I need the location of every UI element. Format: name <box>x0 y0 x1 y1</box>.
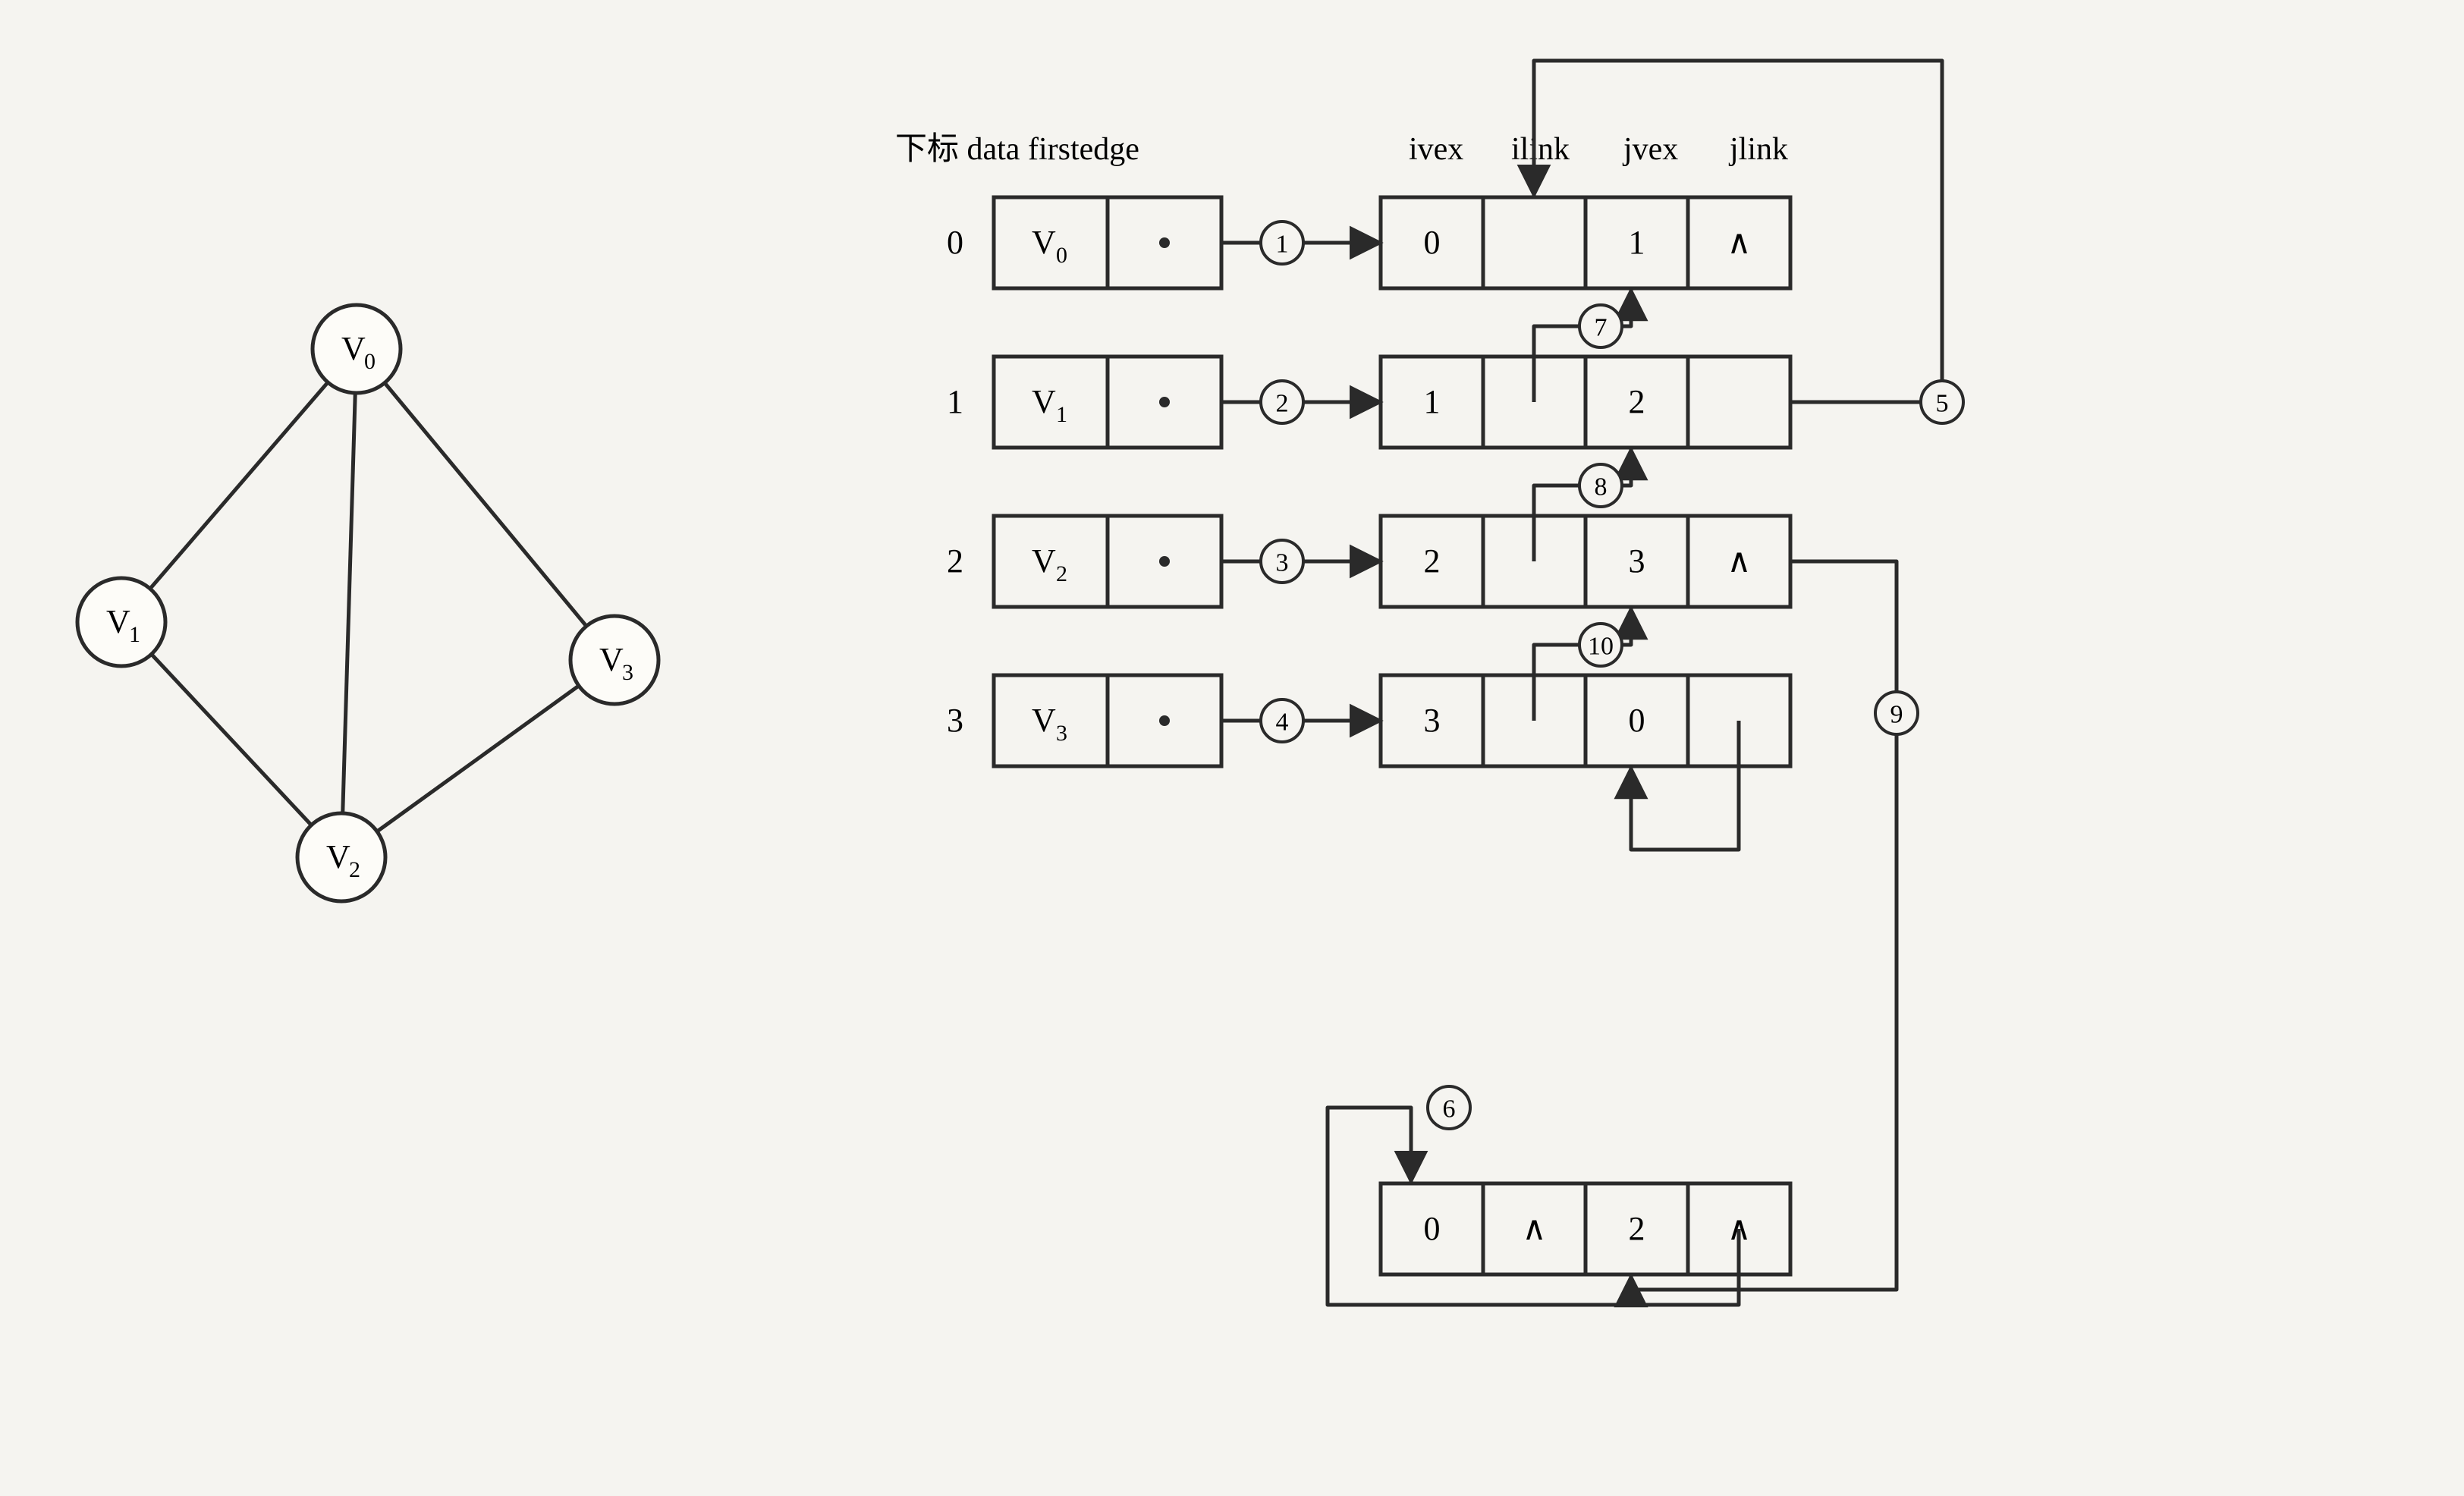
edge-row-2-cell-0: 2 <box>1424 542 1441 580</box>
graph-edge-v2-v3 <box>377 686 579 831</box>
header-left_group: 下标 data firstedge <box>895 132 1139 167</box>
circled-label-8: 8 <box>1595 473 1608 501</box>
circled-label-10: 10 <box>1588 633 1614 661</box>
vtx-data-0: V <box>1032 224 1056 261</box>
vtx-firstedge-dot-1 <box>1159 397 1170 407</box>
edge-extra-cell-1: ∧ <box>1522 1210 1546 1247</box>
graph-edge-v1-v2 <box>152 654 312 825</box>
circled-label-2: 2 <box>1276 390 1289 418</box>
graph-edge-v0-v1 <box>150 382 328 589</box>
vtx-data-sub-2: 2 <box>1056 561 1067 586</box>
pointer-p-jlink3 <box>1631 721 1739 850</box>
vtx-data-3: V <box>1032 702 1056 739</box>
header-jlink: jlink <box>1728 132 1788 167</box>
graph-node-sub-v2: 2 <box>349 857 360 882</box>
pointer-p8 <box>1534 449 1631 561</box>
pointer-p7 <box>1534 290 1631 402</box>
circled-label-5: 5 <box>1936 390 1949 418</box>
vtx-firstedge-dot-3 <box>1159 715 1170 726</box>
graph-node-label-v3: V <box>599 641 624 678</box>
graph-node-label-v0: V <box>341 330 366 367</box>
graph-node-label-v2: V <box>326 838 350 875</box>
graph-edge-v0-v2 <box>343 393 356 813</box>
vtx-index-0: 0 <box>947 224 963 261</box>
edge-row-2-cell-3: ∧ <box>1727 542 1751 580</box>
edge-row-1-cell-2: 2 <box>1629 383 1645 420</box>
graph-edge-v0-v3 <box>385 383 586 627</box>
circled-label-7: 7 <box>1595 314 1608 342</box>
vtx-index-2: 2 <box>947 542 963 580</box>
edge-extra-cell-2: 2 <box>1629 1210 1645 1247</box>
circled-label-1: 1 <box>1276 231 1289 259</box>
edge-row-3-cell-0: 3 <box>1424 702 1441 739</box>
vtx-data-sub-0: 0 <box>1056 243 1067 268</box>
circled-label-9: 9 <box>1890 701 1903 729</box>
header-ivex: ivex <box>1409 132 1463 167</box>
graph-node-sub-v3: 3 <box>622 660 633 685</box>
edge-row-2-cell-2: 3 <box>1629 542 1645 580</box>
edge-extra-cell-0: 0 <box>1424 1210 1441 1247</box>
pointer-p5b <box>1790 152 1942 402</box>
pointer-p5 <box>1534 61 1942 196</box>
edge-row-0-cell-2: 1 <box>1629 224 1645 261</box>
vtx-index-1: 1 <box>947 383 963 420</box>
edge-row-3-cell-2: 0 <box>1629 702 1645 739</box>
vtx-firstedge-dot-0 <box>1159 237 1170 248</box>
pointer-p10 <box>1534 608 1631 721</box>
edge-row-0-cell-0: 0 <box>1424 224 1441 261</box>
header-jvex: jvex <box>1622 132 1678 167</box>
pointer-p9 <box>1631 561 1897 1290</box>
edge-row-0-cell-3: ∧ <box>1727 224 1751 261</box>
vtx-data-sub-1: 1 <box>1056 402 1067 427</box>
vtx-firstedge-dot-2 <box>1159 556 1170 567</box>
graph-node-sub-v1: 1 <box>129 622 140 647</box>
vtx-data-2: V <box>1032 542 1056 580</box>
edge-row-1-cell-0: 1 <box>1424 383 1441 420</box>
vtx-data-1: V <box>1032 383 1056 420</box>
graph-node-label-v1: V <box>106 603 130 640</box>
circled-label-4: 4 <box>1276 709 1289 737</box>
header-ilink: ilink <box>1511 132 1570 167</box>
vtx-data-sub-3: 3 <box>1056 721 1067 746</box>
graph-node-sub-v0: 0 <box>364 349 376 374</box>
circled-label-6: 6 <box>1443 1095 1456 1124</box>
circled-label-3: 3 <box>1276 549 1289 577</box>
vtx-index-3: 3 <box>947 702 963 739</box>
